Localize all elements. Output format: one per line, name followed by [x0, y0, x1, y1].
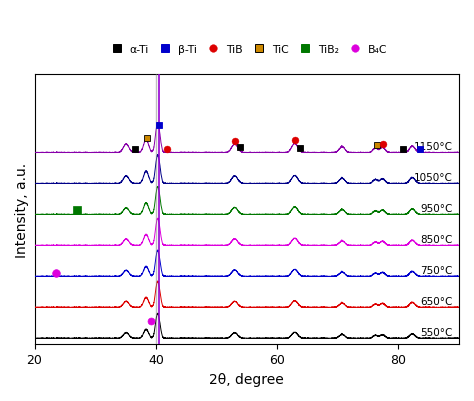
- Text: 950°C: 950°C: [420, 203, 453, 213]
- Text: 750°C: 750°C: [420, 265, 453, 275]
- Text: 1150°C: 1150°C: [414, 142, 453, 152]
- Text: 850°C: 850°C: [420, 234, 453, 244]
- Text: 550°C: 550°C: [420, 327, 453, 337]
- Text: 1050°C: 1050°C: [414, 172, 453, 182]
- Text: 650°C: 650°C: [420, 296, 453, 306]
- Legend: α-Ti, β-Ti, TiB, TiC, TiB₂, B₄C: α-Ti, β-Ti, TiB, TiC, TiB₂, B₄C: [106, 45, 388, 55]
- X-axis label: 2θ, degree: 2θ, degree: [210, 372, 284, 386]
- Y-axis label: Intensity, a.u.: Intensity, a.u.: [15, 162, 29, 257]
